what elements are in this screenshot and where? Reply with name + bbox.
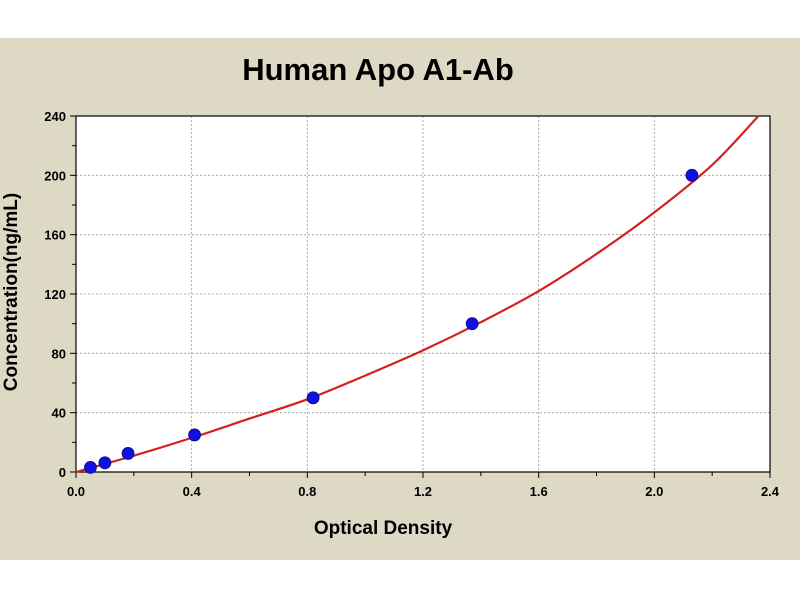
chart-title: Human Apo A1-Ab bbox=[242, 52, 514, 87]
y-tick-label: 120 bbox=[44, 287, 66, 302]
y-tick-label: 80 bbox=[52, 346, 66, 361]
x-tick-label: 0.0 bbox=[67, 484, 85, 499]
data-marks bbox=[75, 115, 760, 474]
axis-ticks: 0.0 0.4 0.8 1.2 1.6 2.0 2.4 0 40 80 120 160 200 240 bbox=[44, 109, 780, 499]
x-tick-label: 0.4 bbox=[183, 484, 202, 499]
x-tick-label: 1.6 bbox=[530, 484, 548, 499]
x-tick-label: 2.0 bbox=[645, 484, 663, 499]
data-point bbox=[188, 428, 201, 442]
data-point bbox=[121, 447, 135, 460]
y-tick-label: 160 bbox=[44, 228, 66, 243]
y-axis-label: Concentration(ng/mL) bbox=[1, 193, 22, 391]
x-tick-label: 1.2 bbox=[414, 484, 432, 499]
x-axis-label: Optical Density bbox=[314, 518, 453, 539]
x-tick-label: 2.4 bbox=[761, 484, 780, 499]
y-tick-label: 200 bbox=[44, 168, 66, 183]
data-point bbox=[465, 317, 479, 331]
x-tick-label: 0.8 bbox=[298, 484, 316, 499]
data-point bbox=[98, 456, 112, 470]
y-tick-label: 240 bbox=[44, 109, 66, 124]
y-tick-label: 0 bbox=[59, 465, 66, 480]
grid-lines bbox=[76, 116, 770, 472]
data-point bbox=[306, 391, 320, 405]
data-point bbox=[84, 461, 97, 474]
y-tick-label: 40 bbox=[52, 406, 66, 421]
data-point bbox=[685, 168, 699, 182]
